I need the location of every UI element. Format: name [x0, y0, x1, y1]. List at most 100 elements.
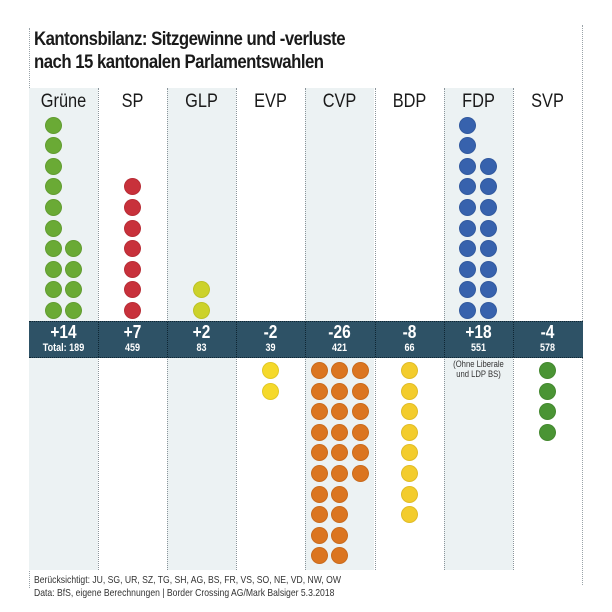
seat-dot	[479, 240, 497, 258]
bar-divider	[236, 322, 238, 357]
bar-cell: -26 421	[305, 322, 374, 355]
category-label: GLP	[185, 91, 219, 112]
seat-dot	[124, 178, 142, 196]
seat-dot	[331, 506, 349, 524]
seat-dot	[124, 260, 142, 278]
seat-dot	[459, 260, 477, 278]
seat-dot	[262, 362, 280, 379]
seat-dot	[193, 281, 211, 299]
category-label: FDP	[461, 91, 495, 112]
bar-cell: +7 459	[98, 322, 167, 355]
bar-divider	[167, 322, 169, 357]
seat-dot	[352, 403, 370, 421]
seat-dot	[65, 260, 83, 278]
chart-title: Kantonsbilanz: Sitzgewinne und -verluste…	[34, 28, 584, 74]
seat-dot	[479, 199, 497, 216]
bar-cell: +14 Total: 189	[29, 322, 98, 355]
seat-dot	[44, 260, 62, 278]
seat-change-label: -4	[540, 322, 555, 342]
bar-cell: -8 66	[375, 322, 444, 355]
seat-dot	[331, 403, 349, 421]
seat-dot	[44, 178, 62, 196]
seat-total-label: 39	[265, 342, 276, 354]
seat-dot	[331, 465, 349, 482]
seat-dot	[310, 444, 328, 462]
seat-dot	[124, 281, 142, 299]
category-label: SVP	[530, 91, 564, 112]
seat-dot	[44, 116, 62, 134]
category-label: BDP	[392, 91, 426, 112]
seat-dot	[44, 199, 62, 216]
seat-dot	[65, 281, 83, 299]
bar-cell: +2 83	[167, 322, 236, 355]
seat-dot	[400, 506, 418, 524]
seat-total-label: 459	[125, 342, 141, 354]
seat-dot	[331, 423, 349, 441]
bar-cell: -2 39	[236, 322, 305, 355]
bar-divider	[512, 322, 514, 357]
seat-dot	[310, 423, 328, 441]
bar-cell: +18 551	[444, 322, 513, 355]
seat-change-label: -2	[263, 322, 278, 342]
seat-total-label: 66	[403, 342, 415, 354]
seat-dot	[538, 403, 556, 421]
seat-dot	[459, 302, 477, 319]
seat-total-label: 578	[539, 342, 555, 354]
seat-dot	[310, 547, 328, 565]
footer-cantons: Berücksichtigt: JU, SG, UR, SZ, TG, SH, …	[34, 574, 342, 586]
seat-dot	[459, 281, 477, 299]
seat-dot	[479, 281, 497, 299]
chart-title-line2: nach 15 kantonalen Parlamentswahlen	[34, 51, 324, 73]
seat-dot	[400, 423, 418, 441]
seat-dot	[479, 178, 497, 196]
seat-dot	[459, 178, 477, 196]
seat-dot	[538, 423, 556, 441]
bar-cell: -4 578	[513, 322, 582, 355]
seat-dot	[352, 362, 370, 379]
category-label: Grüne	[40, 91, 87, 112]
frame-right-line	[582, 25, 583, 585]
seat-dot	[331, 526, 349, 544]
seat-change-label: +2	[192, 322, 211, 342]
seat-dot	[459, 219, 477, 237]
seat-dot	[310, 526, 328, 544]
seat-dot	[538, 362, 556, 379]
seat-dot	[331, 444, 349, 462]
bar-divider	[305, 322, 307, 357]
seat-dot	[479, 260, 497, 278]
seat-dot	[124, 219, 142, 237]
seat-dot	[400, 403, 418, 421]
bar-divider	[98, 322, 100, 357]
seat-dot	[459, 199, 477, 216]
seat-dot	[479, 157, 497, 175]
seat-dot	[124, 240, 142, 258]
category-label: SP	[121, 91, 144, 112]
seat-dot	[538, 382, 556, 400]
seat-dot	[262, 382, 280, 400]
seat-dot	[331, 485, 349, 503]
chart-title-line1: Kantonsbilanz: Sitzgewinne und -verluste	[34, 28, 346, 50]
seat-dot	[193, 302, 211, 319]
seat-dot	[331, 362, 349, 379]
seat-dot	[44, 302, 62, 319]
seat-dot	[331, 382, 349, 400]
bar-divider	[443, 322, 445, 357]
seat-dot	[352, 465, 370, 482]
seat-dot	[44, 137, 62, 155]
seat-dot	[124, 199, 142, 216]
seat-change-label: +7	[123, 322, 142, 342]
seat-change-label: +18	[464, 322, 492, 342]
seat-dot	[400, 362, 418, 379]
seat-dot	[479, 302, 497, 319]
change-bar: +14 Total: 189 +7 459 +2 83 -2 39 -26 421 -8 66 +18 5…	[29, 321, 583, 358]
bar-divider	[374, 322, 376, 357]
seat-dot	[124, 302, 142, 319]
seat-dot	[44, 157, 62, 175]
category-note: (Ohne Liberale und LDP BS)	[452, 359, 504, 379]
seat-dot	[400, 465, 418, 482]
seat-dot	[310, 382, 328, 400]
seat-dot	[44, 281, 62, 299]
footer-source: Data: BfS, eigene Berechnungen | Border …	[34, 587, 335, 599]
seat-dot	[44, 240, 62, 258]
seat-change-label: -26	[328, 322, 352, 342]
